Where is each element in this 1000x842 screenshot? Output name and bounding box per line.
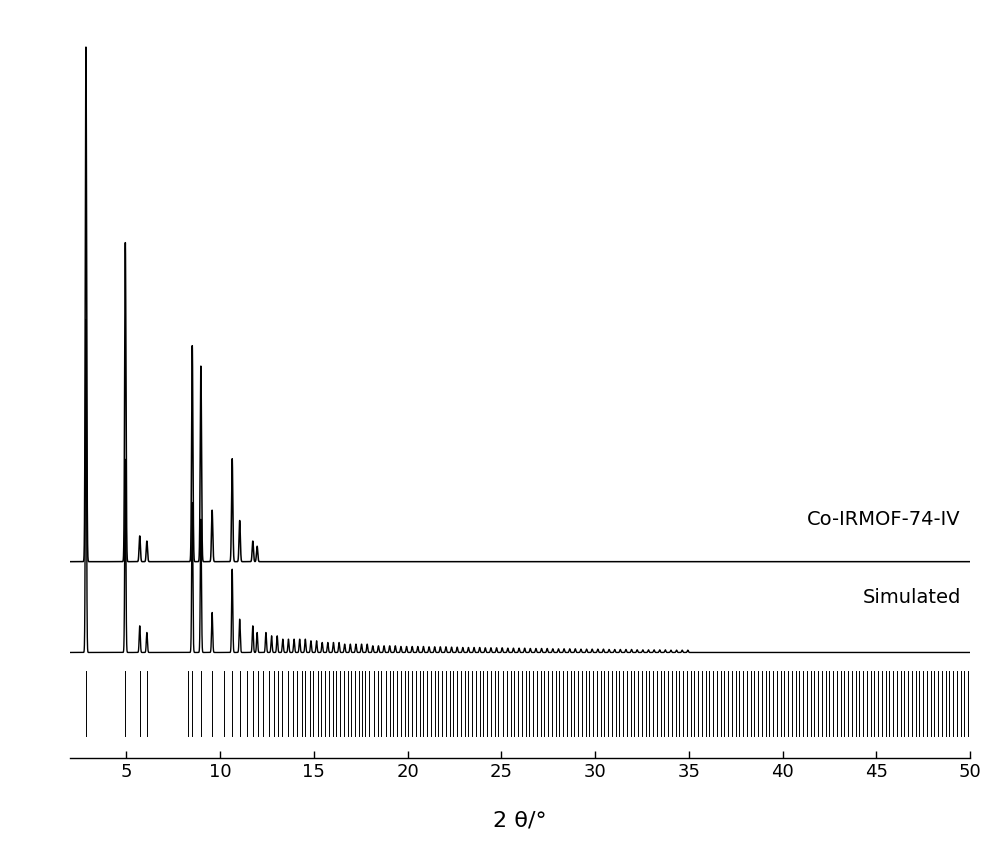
Text: Co-IRMOF-74-IV: Co-IRMOF-74-IV	[807, 509, 961, 529]
Text: 2 θ/°: 2 θ/°	[493, 811, 547, 831]
Text: Simulated: Simulated	[862, 589, 961, 607]
